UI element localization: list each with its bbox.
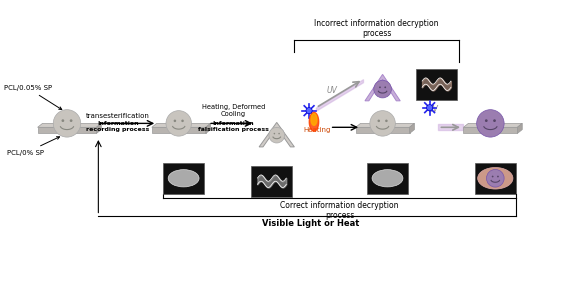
Circle shape bbox=[306, 107, 312, 114]
FancyBboxPatch shape bbox=[163, 162, 204, 194]
Circle shape bbox=[70, 119, 72, 122]
Circle shape bbox=[182, 120, 184, 122]
Circle shape bbox=[278, 133, 280, 134]
Polygon shape bbox=[38, 127, 96, 133]
Text: Information
recording process: Information recording process bbox=[86, 121, 150, 132]
Text: UV: UV bbox=[427, 105, 438, 114]
Text: PCL/0.05% SP: PCL/0.05% SP bbox=[3, 85, 61, 109]
Circle shape bbox=[269, 127, 285, 143]
Circle shape bbox=[485, 119, 488, 122]
Polygon shape bbox=[356, 123, 415, 127]
Polygon shape bbox=[463, 127, 517, 133]
Text: Visible Light or Heat: Visible Light or Heat bbox=[262, 219, 360, 229]
Circle shape bbox=[385, 120, 387, 122]
Polygon shape bbox=[259, 123, 295, 147]
Circle shape bbox=[53, 110, 81, 137]
Ellipse shape bbox=[168, 170, 199, 187]
Circle shape bbox=[374, 80, 392, 98]
Text: PCL/0% SP: PCL/0% SP bbox=[8, 137, 60, 156]
FancyBboxPatch shape bbox=[416, 68, 457, 100]
Circle shape bbox=[378, 120, 380, 122]
Polygon shape bbox=[311, 114, 317, 125]
Polygon shape bbox=[517, 123, 522, 133]
Ellipse shape bbox=[372, 170, 403, 187]
Polygon shape bbox=[38, 123, 102, 127]
Circle shape bbox=[173, 120, 176, 122]
Polygon shape bbox=[152, 123, 211, 127]
Circle shape bbox=[426, 105, 433, 111]
Circle shape bbox=[274, 133, 275, 134]
Circle shape bbox=[379, 86, 381, 88]
Circle shape bbox=[61, 119, 64, 122]
Text: Incorrect information decryption
process: Incorrect information decryption process bbox=[314, 19, 439, 38]
Ellipse shape bbox=[478, 168, 513, 189]
Polygon shape bbox=[206, 123, 211, 133]
FancyBboxPatch shape bbox=[474, 162, 516, 194]
Text: UV: UV bbox=[326, 86, 337, 95]
Polygon shape bbox=[365, 74, 400, 101]
Circle shape bbox=[487, 170, 504, 187]
Text: Correct information decryption
process: Correct information decryption process bbox=[280, 201, 398, 220]
Polygon shape bbox=[152, 127, 206, 133]
Circle shape bbox=[492, 176, 494, 177]
Circle shape bbox=[166, 111, 191, 136]
Text: Heating, Deformed
Cooling: Heating, Deformed Cooling bbox=[202, 103, 265, 117]
FancyBboxPatch shape bbox=[367, 162, 408, 194]
Polygon shape bbox=[409, 123, 415, 133]
Circle shape bbox=[370, 111, 396, 136]
Circle shape bbox=[477, 110, 504, 137]
Text: Information
falsification process: Information falsification process bbox=[198, 121, 269, 132]
Polygon shape bbox=[463, 123, 522, 127]
Circle shape bbox=[385, 86, 386, 88]
Circle shape bbox=[493, 119, 496, 122]
Text: Heating: Heating bbox=[303, 127, 331, 133]
Circle shape bbox=[497, 176, 499, 177]
Polygon shape bbox=[309, 112, 318, 131]
Text: transesterification: transesterification bbox=[86, 113, 150, 119]
Polygon shape bbox=[96, 123, 101, 133]
FancyBboxPatch shape bbox=[251, 166, 292, 197]
Polygon shape bbox=[356, 127, 409, 133]
